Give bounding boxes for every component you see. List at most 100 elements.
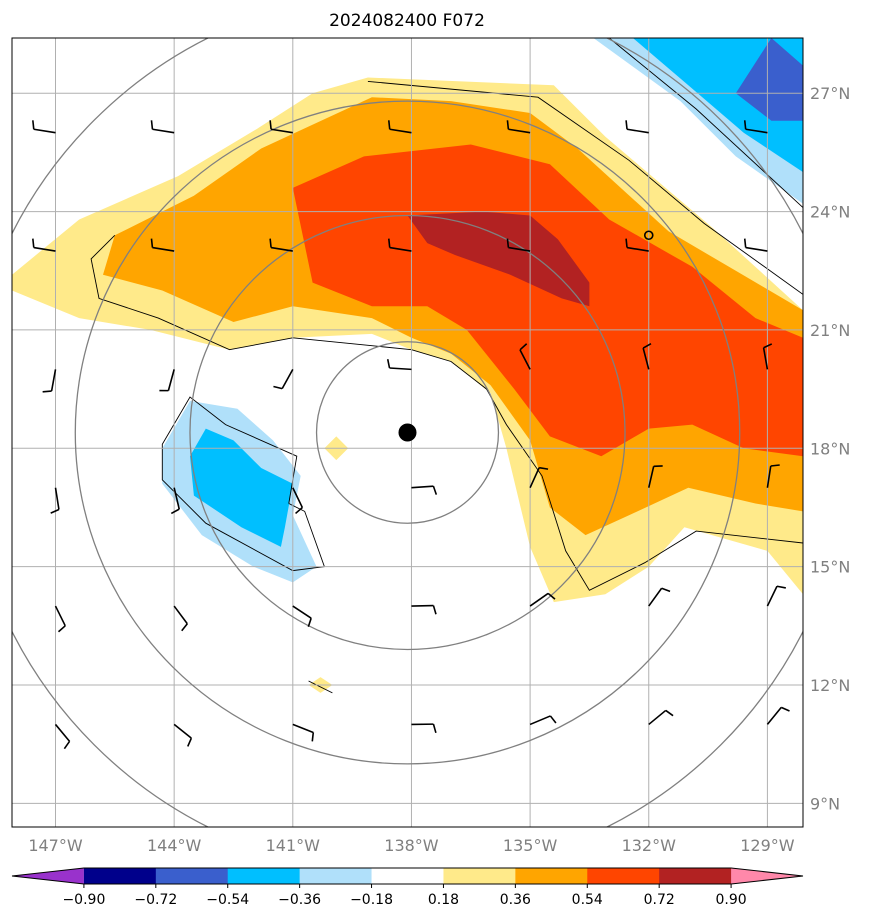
wind-barb-flag xyxy=(386,359,391,369)
wind-barb-flag xyxy=(63,740,71,750)
colorbar-tick-label: −0.72 xyxy=(134,892,177,908)
wind-barb-staff xyxy=(642,347,650,370)
plot-area xyxy=(12,38,803,827)
wind-barb xyxy=(54,723,71,750)
wind-barb xyxy=(529,715,557,726)
colorbar-extend-high xyxy=(731,868,803,884)
wind-barb-staff xyxy=(762,347,769,370)
wind-barb xyxy=(642,342,652,370)
wind-barb-staff xyxy=(33,128,56,134)
contour-line xyxy=(367,80,803,295)
wind-barb-staff xyxy=(529,592,549,607)
colorbar-tick-label: 0.72 xyxy=(644,892,675,908)
wind-barb-flag xyxy=(295,506,303,515)
wind-barb-flag xyxy=(770,464,780,467)
wind-barb-flag xyxy=(665,709,674,717)
wind-barb xyxy=(269,238,293,252)
x-tick-label: 138°W xyxy=(384,836,439,855)
wind-barb-staff xyxy=(626,128,649,134)
wind-barb-staff xyxy=(529,467,540,489)
wind-barb xyxy=(150,120,175,134)
colorbar-segment xyxy=(227,868,301,884)
wind-barb-staff xyxy=(54,605,66,627)
wind-barb-staff xyxy=(745,246,768,252)
wind-barb xyxy=(647,465,663,488)
wind-barb-staff xyxy=(389,367,412,371)
wind-barb-flag xyxy=(170,508,180,515)
contour-line xyxy=(308,680,333,694)
wind-barb-flag xyxy=(743,238,747,248)
wind-barb xyxy=(173,605,188,632)
wind-barb xyxy=(648,587,671,607)
x-tick-label: 129°W xyxy=(740,836,795,855)
wind-barb-staff xyxy=(292,487,304,508)
wind-barb xyxy=(292,605,312,627)
wind-barb-flag xyxy=(743,120,747,130)
wind-barb xyxy=(54,605,66,633)
range-ring xyxy=(74,100,741,765)
wind-barb xyxy=(766,706,790,725)
wind-barb xyxy=(159,369,175,392)
wind-barb xyxy=(411,485,438,495)
filled-region xyxy=(407,211,590,307)
wind-barb-flag xyxy=(432,485,438,495)
filled-region xyxy=(735,38,803,121)
wind-barb xyxy=(32,238,56,252)
wind-barb-staff xyxy=(173,487,181,510)
wind-barb xyxy=(519,343,531,370)
colorbar-segment xyxy=(155,868,229,884)
wind-barb-flag xyxy=(780,706,790,712)
contour-line xyxy=(161,396,326,572)
wind-barb-staff xyxy=(152,246,175,252)
chart-title: 2024082400 F072 xyxy=(329,11,485,31)
wind-barb xyxy=(648,709,674,726)
wind-barb-staff xyxy=(508,246,531,252)
wind-barb xyxy=(743,120,768,134)
wind-barb-staff xyxy=(270,128,293,134)
wind-barb-flag xyxy=(387,238,391,248)
wind-barb-flag xyxy=(625,120,628,130)
y-tick-label: 15°N xyxy=(810,558,850,577)
wind-barb xyxy=(292,487,304,515)
wind-barb xyxy=(42,369,57,393)
wind-barb-flag xyxy=(661,587,671,593)
wind-barb-flag xyxy=(32,120,35,130)
wind-barb-flag xyxy=(432,605,437,615)
wind-barb xyxy=(50,487,60,514)
wind-barb-flag xyxy=(187,737,193,747)
wind-barb xyxy=(529,466,549,489)
wind-barb-flag xyxy=(273,385,283,390)
wind-barb xyxy=(386,359,412,371)
wind-barb-staff xyxy=(173,723,192,739)
y-tick-label: 21°N xyxy=(810,321,850,340)
wind-barb-staff xyxy=(54,487,60,510)
wind-barb-flag xyxy=(763,343,773,349)
circle-marker xyxy=(643,230,654,241)
wind-barb-flag xyxy=(150,120,154,130)
y-axis: 9°N 12°N 15°N 18°N 21°N 24°N 27°N xyxy=(810,84,850,813)
wind-barb-staff xyxy=(173,605,188,625)
wind-barb-flag xyxy=(150,238,154,248)
wind-barb-flag xyxy=(519,343,528,351)
wind-barb-flag xyxy=(432,723,437,734)
wind-barb xyxy=(269,120,293,134)
contour-line xyxy=(90,234,803,591)
wind-barb xyxy=(411,604,437,615)
wind-barb xyxy=(32,120,56,134)
x-tick-label: 135°W xyxy=(503,836,558,855)
wind-barb-flag xyxy=(549,715,557,724)
wind-barb-flag xyxy=(642,342,652,349)
colorbar-tick-label: −0.54 xyxy=(206,892,249,908)
wind-barb-staff xyxy=(745,128,768,134)
wind-barb-staff xyxy=(152,128,175,134)
wind-barb-staff xyxy=(766,585,778,607)
colorbar-segment xyxy=(659,868,732,884)
colorbar-tick-label: −0.36 xyxy=(278,892,321,908)
colorbar-tick-label: 0.90 xyxy=(716,892,747,908)
wind-barb-flag xyxy=(32,238,35,248)
wind-barb-staff xyxy=(167,369,175,391)
colorbar-segment xyxy=(299,868,373,884)
y-tick-label: 9°N xyxy=(810,794,840,813)
storm-center-marker xyxy=(398,423,417,442)
